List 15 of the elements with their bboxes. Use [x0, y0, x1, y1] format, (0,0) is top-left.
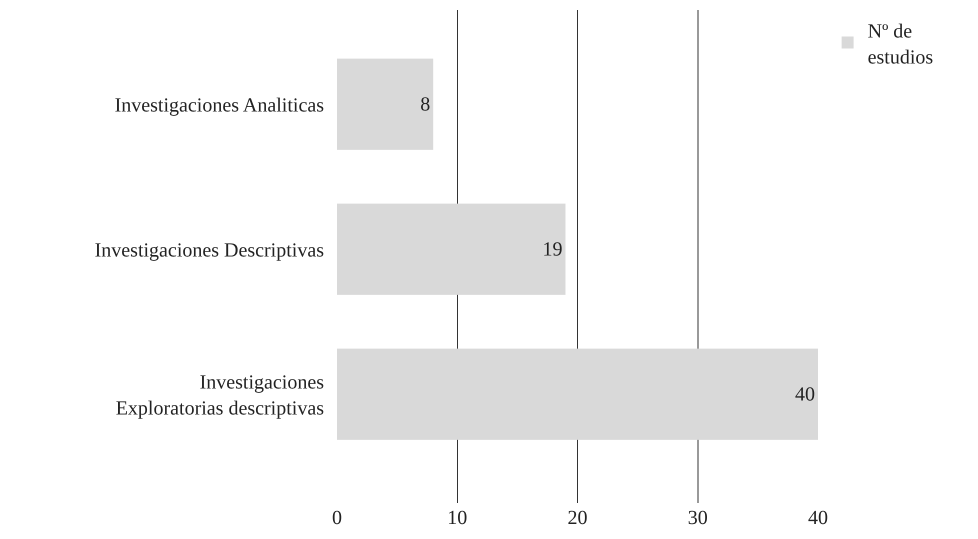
data-label: 40	[795, 383, 815, 406]
x-tick-label: 0	[332, 507, 342, 529]
bar	[337, 58, 434, 150]
y-tick-label: Investigaciones Exploratorias descriptivas	[116, 371, 324, 420]
bar	[337, 348, 818, 440]
legend-label: Nº de estudios	[868, 20, 934, 68]
x-tick-label: 20	[568, 507, 588, 529]
y-tick-label: Investigaciones Descriptivas	[94, 239, 324, 262]
x-tick-label: 10	[447, 507, 468, 529]
bar	[337, 204, 566, 295]
x-tick-label: 30	[688, 507, 708, 529]
x-tick-label: 40	[808, 507, 828, 529]
data-label: 8	[420, 93, 430, 116]
y-tick-label: Investigaciones Analiticas	[114, 94, 324, 116]
data-label: 19	[542, 238, 562, 260]
